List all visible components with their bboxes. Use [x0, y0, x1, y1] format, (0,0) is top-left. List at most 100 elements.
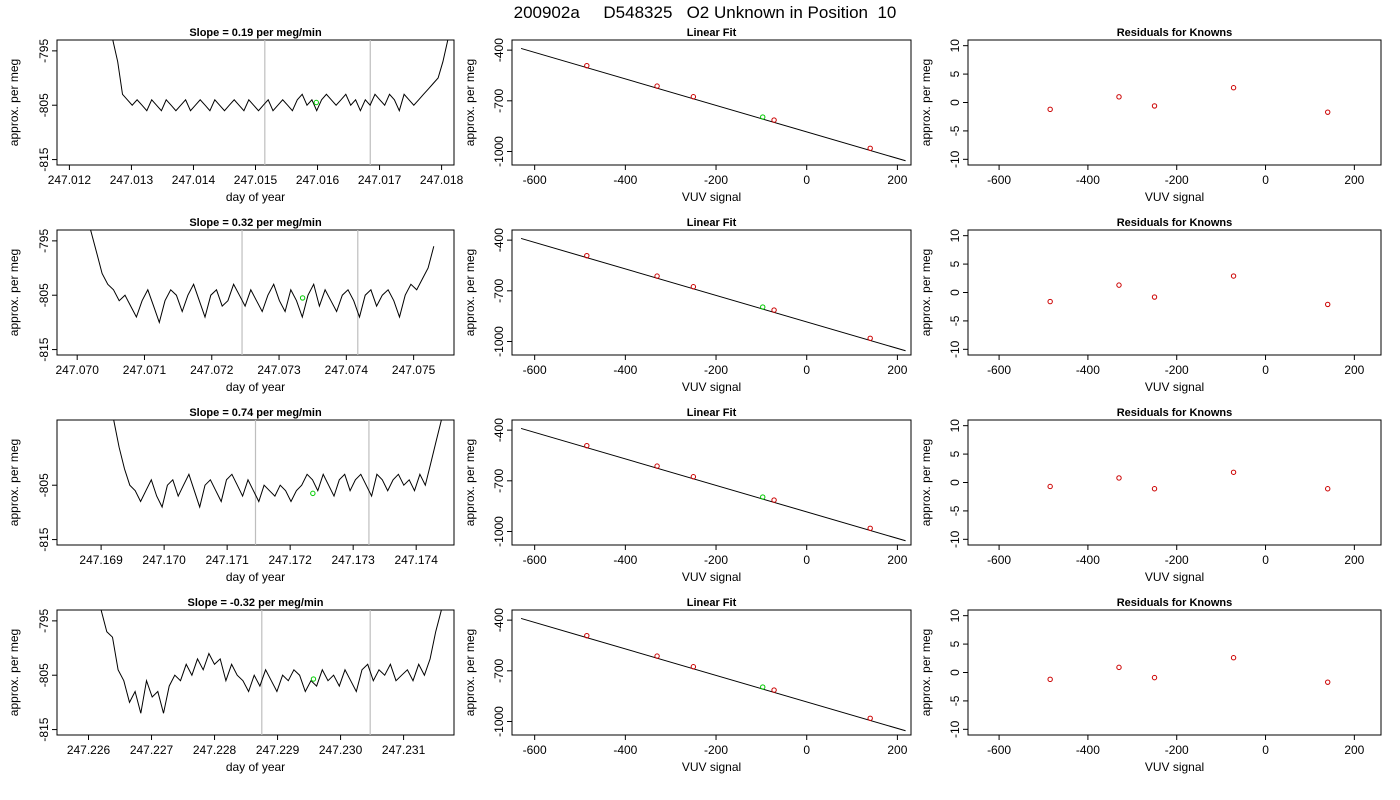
y-tick-label: 0 — [948, 99, 962, 106]
panel-title: Slope = -0.32 per meg/min — [187, 597, 323, 609]
panel-title: Linear Fit — [687, 217, 737, 229]
x-tick-label: -200 — [704, 743, 728, 757]
x-tick-label: 247.171 — [205, 553, 249, 567]
x-tick-label: -400 — [613, 173, 637, 187]
x-tick-label: 0 — [803, 743, 810, 757]
y-tick-label: -815 — [37, 147, 51, 171]
x-axis-label: VUV signal — [682, 190, 741, 204]
x-tick-label: 247.070 — [55, 363, 99, 377]
x-tick-label: -400 — [1076, 743, 1100, 757]
x-tick-label: 247.226 — [67, 743, 111, 757]
x-tick-label: 247.014 — [172, 173, 216, 187]
known-point — [771, 687, 777, 693]
y-tick-label: 0 — [948, 479, 962, 486]
x-tick-label: -400 — [1076, 173, 1100, 187]
unknown-point — [313, 99, 319, 106]
figure-title: 200902a D548325 O2 Unknown in Position 1… — [514, 3, 897, 22]
panel-title: Linear Fit — [687, 27, 737, 39]
panel-title: Residuals for Knowns — [1117, 597, 1233, 609]
plot-area — [520, 237, 906, 352]
known-point — [1325, 486, 1331, 492]
x-tick-label: 247.013 — [110, 173, 154, 187]
x-tick-label: -200 — [704, 173, 728, 187]
known-point — [771, 307, 777, 313]
known-point — [1047, 483, 1053, 490]
y-tick-label: -5 — [948, 125, 962, 136]
unknown-point — [760, 494, 766, 500]
plot-area — [90, 230, 435, 355]
plot-frame — [967, 609, 1382, 736]
known-point — [654, 463, 660, 469]
plot-area — [1047, 469, 1331, 492]
x-tick-label: 0 — [803, 173, 810, 187]
x-tick-label: -600 — [523, 553, 547, 567]
x-tick-label: 247.073 — [257, 363, 301, 377]
known-point — [771, 117, 777, 123]
known-point — [1325, 679, 1331, 685]
y-axis-label: approx. per meg — [919, 59, 933, 146]
plot-frame — [967, 419, 1382, 546]
plot-area — [520, 427, 906, 542]
plot-area — [520, 47, 906, 162]
plot-frame — [967, 39, 1382, 166]
x-tick-label: 0 — [1262, 743, 1269, 757]
x-tick-label: 247.071 — [123, 363, 167, 377]
known-point — [1325, 109, 1331, 115]
x-tick-label: 247.012 — [48, 173, 92, 187]
x-tick-label: 247.170 — [142, 553, 186, 567]
known-point — [1047, 106, 1053, 113]
x-axis-label: VUV signal — [1145, 190, 1204, 204]
unknown-point — [310, 676, 317, 682]
x-tick-label: -400 — [1076, 363, 1100, 377]
x-tick-label: 247.173 — [331, 553, 375, 567]
panel-title: Residuals for Knowns — [1117, 27, 1233, 39]
known-point — [654, 653, 660, 659]
panel-1-1: Slope = 0.19 per meg/min 247.012 247.013 24… — [7, 27, 464, 204]
panel-title: Residuals for Knowns — [1117, 407, 1233, 419]
y-tick-label: -815 — [37, 717, 51, 741]
fit-line — [520, 237, 906, 352]
plot-frame — [56, 609, 455, 736]
x-tick-label: 200 — [1344, 743, 1364, 757]
x-tick-label: 200 — [1344, 553, 1364, 567]
known-point — [1047, 676, 1053, 683]
known-point — [1047, 298, 1053, 305]
y-axis-label: approx. per meg — [463, 629, 477, 716]
y-axis-label: approx. per meg — [919, 439, 933, 526]
plot-area — [1047, 85, 1331, 115]
x-tick-label: 247.169 — [79, 553, 123, 567]
panel-4-2: Linear Fit -600 -400 -200 0 200 -400 -700 -1000 V… — [463, 597, 912, 774]
y-tick-label: -700 — [492, 658, 506, 682]
x-tick-label: 247.018 — [420, 173, 464, 187]
y-tick-label: -700 — [492, 278, 506, 302]
panel-1-3: Residuals for Knowns -600 -400 -200 0 200 10 5 0… — [919, 27, 1382, 204]
plot-area — [520, 617, 906, 732]
y-tick-label: 0 — [948, 669, 962, 676]
y-tick-label: -5 — [948, 695, 962, 706]
unknown-point — [760, 114, 766, 120]
panel-2-3: Residuals for Knowns -600 -400 -200 0 200 10 5 0… — [919, 217, 1382, 394]
known-point — [654, 83, 660, 89]
x-axis-label: VUV signal — [682, 570, 741, 584]
known-point — [1230, 273, 1237, 279]
known-point — [690, 664, 697, 670]
known-point — [1325, 301, 1331, 308]
y-tick-label: -5 — [948, 505, 962, 516]
y-tick-label: -1000 — [492, 516, 506, 547]
y-tick-label: -805 — [37, 283, 51, 307]
x-tick-label: -200 — [1165, 743, 1189, 757]
plot-frame — [511, 419, 912, 546]
known-point — [1116, 282, 1122, 288]
x-axis-label: day of year — [226, 380, 285, 394]
panel-3-1: Slope = 0.74 per meg/min 247.169 247.170 24… — [7, 407, 455, 584]
x-axis-label: VUV signal — [682, 380, 741, 394]
y-tick-label: 5 — [948, 70, 962, 77]
x-tick-label: 200 — [1344, 173, 1364, 187]
known-point — [1151, 103, 1158, 109]
known-point — [867, 525, 873, 531]
known-point — [771, 497, 777, 503]
y-axis-label: approx. per meg — [919, 629, 933, 716]
y-axis-label: approx. per meg — [919, 249, 933, 336]
y-tick-label: -10 — [948, 150, 962, 168]
unknown-point — [760, 304, 766, 310]
